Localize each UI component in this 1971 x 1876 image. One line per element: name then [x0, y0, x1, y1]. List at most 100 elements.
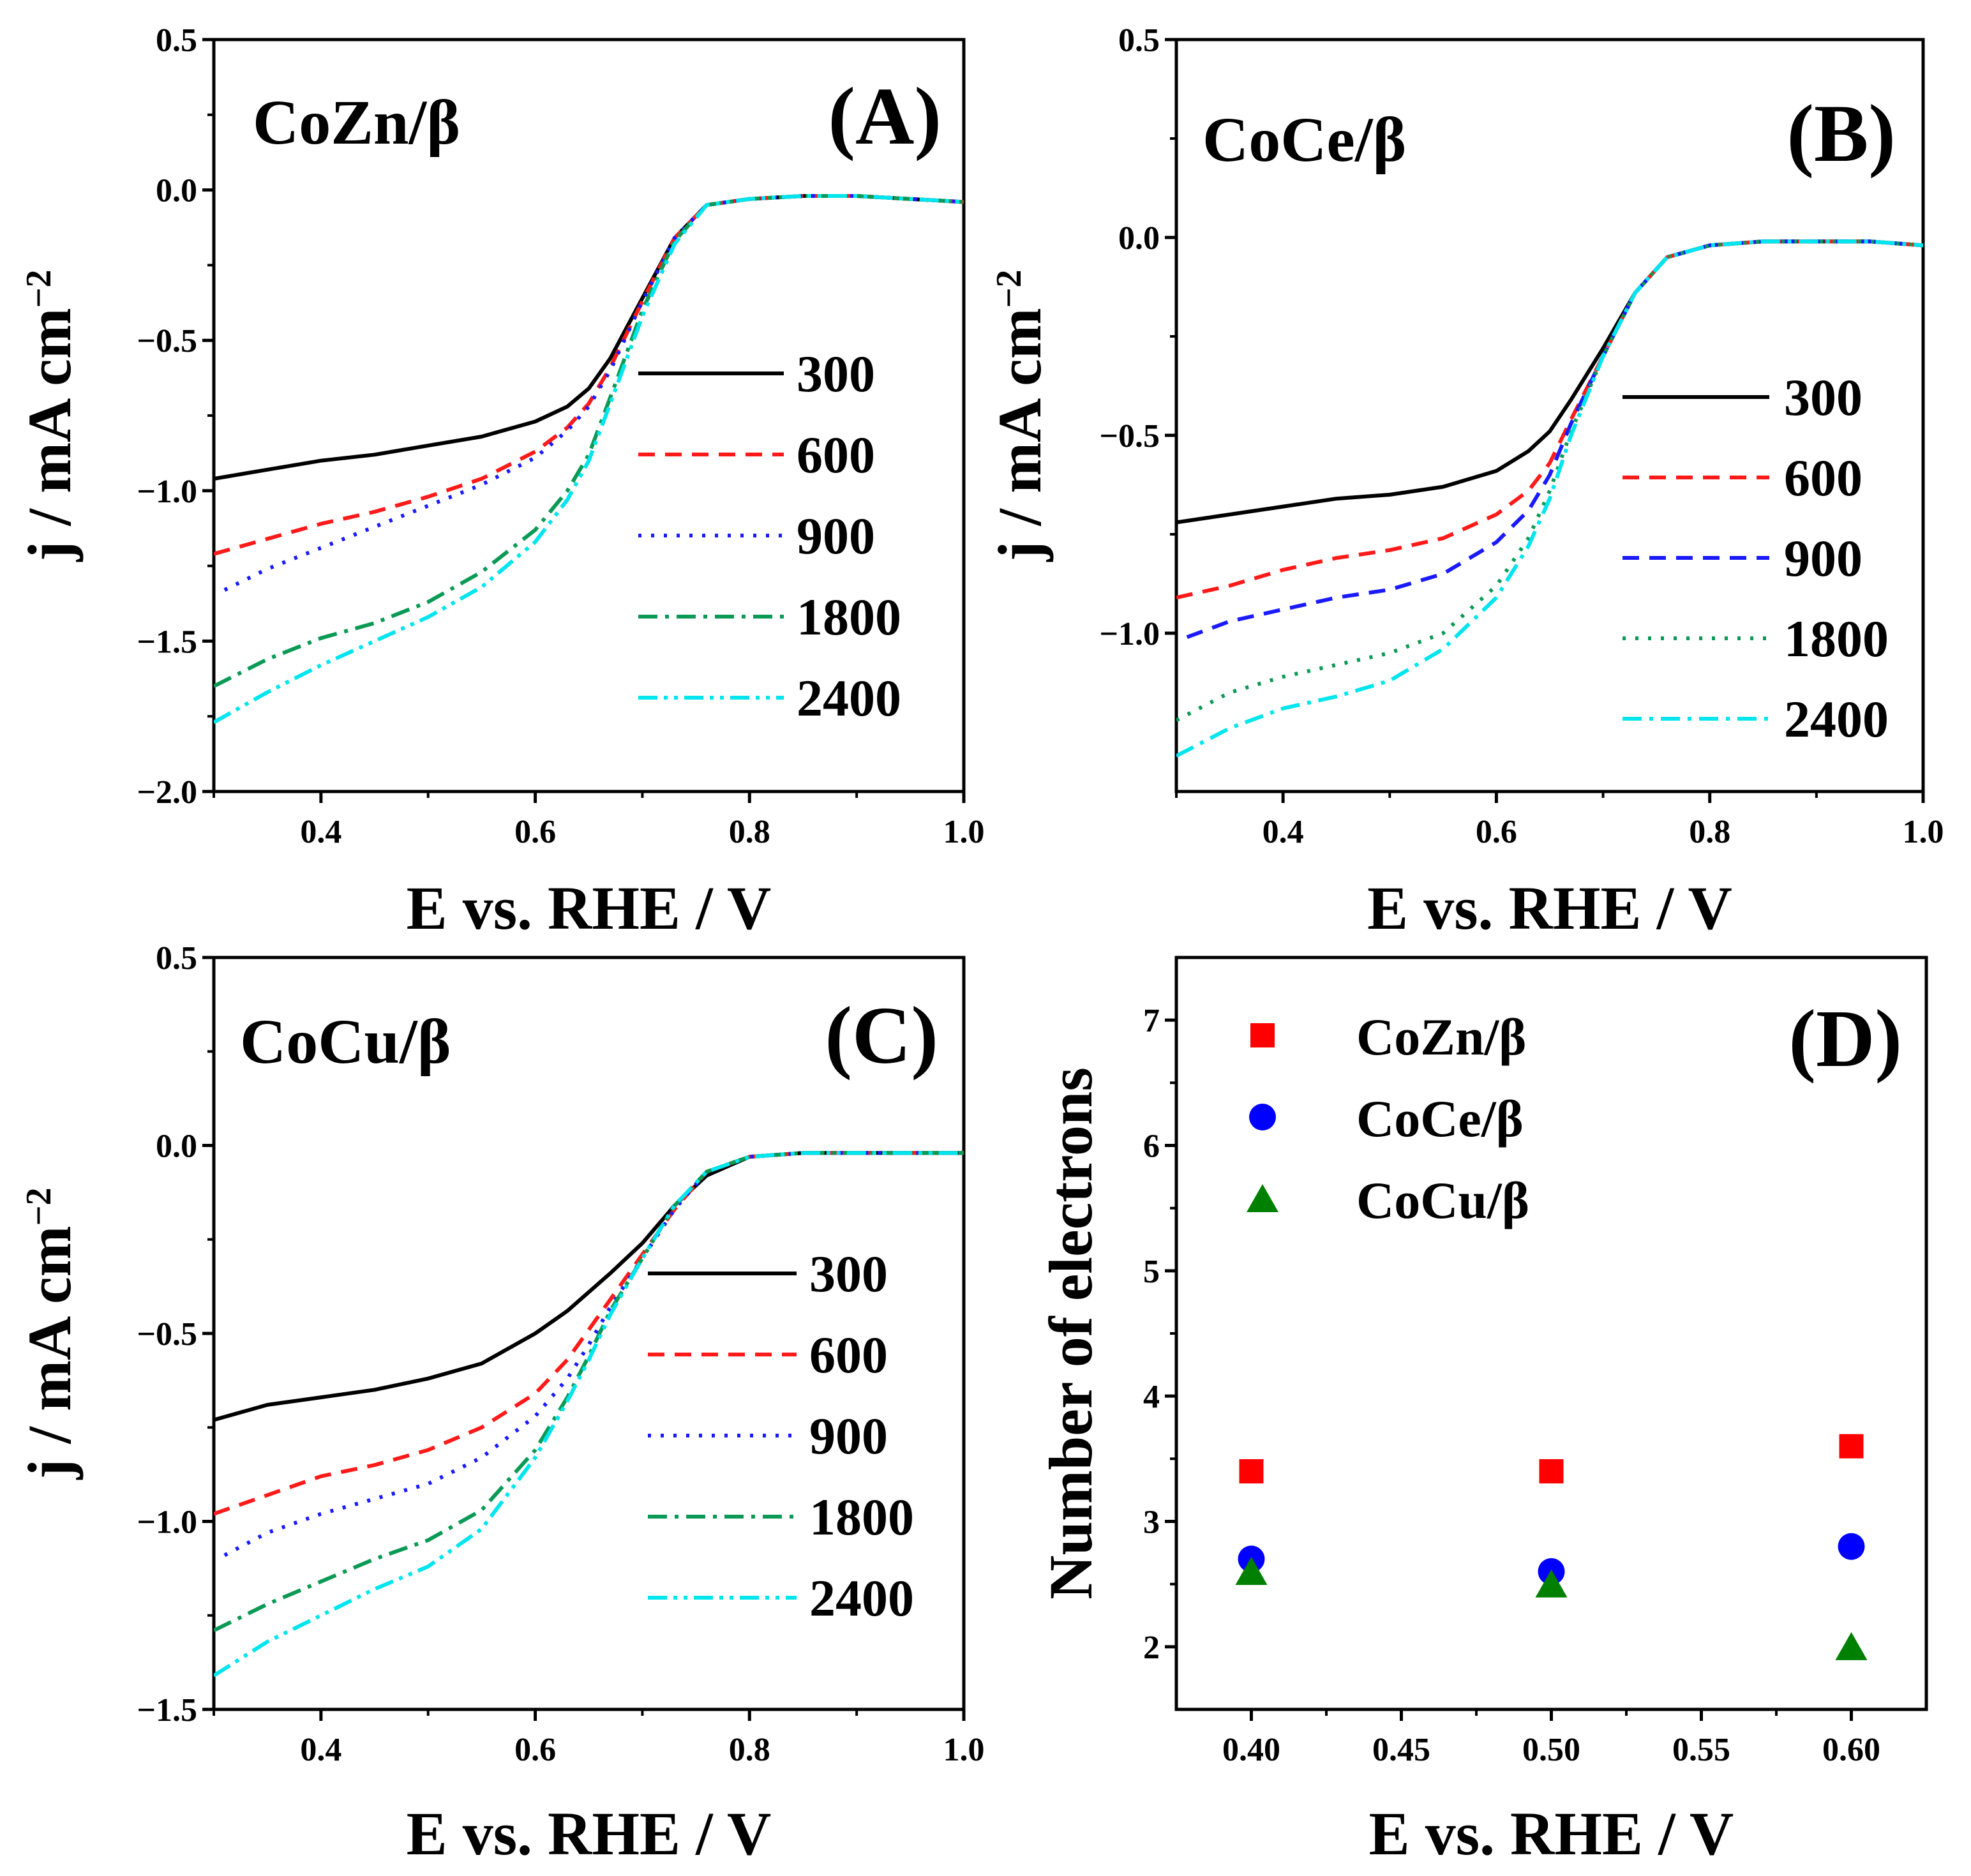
x-tick-label: 1.0	[943, 1732, 985, 1768]
panel-letter: (A)	[828, 71, 941, 161]
y-tick-label: 0.5	[1118, 22, 1160, 59]
y-axis-title: j / mA cm−2	[986, 269, 1054, 562]
y-axis-title-superscript: −2	[19, 1187, 59, 1226]
x-axis-title: E vs. RHE / V	[407, 1799, 772, 1868]
y-tick-label: −1.0	[137, 474, 197, 510]
x-tick-label: 0.60	[1822, 1732, 1880, 1768]
legend-label-1800: 1800	[1784, 610, 1889, 668]
series-line-900	[223, 194, 964, 592]
legend-label-CoZn/β: CoZn/β	[1356, 1008, 1527, 1066]
legend-label-300: 300	[1784, 368, 1862, 426]
legend-label-900: 900	[1784, 529, 1862, 587]
x-tick-label: 0.8	[729, 814, 770, 850]
legend-marker-CoCe/β	[1249, 1104, 1276, 1130]
legend-label-1800: 1800	[797, 588, 901, 646]
panel-letter: (B)	[1787, 88, 1896, 179]
legend-label-2400: 2400	[1784, 690, 1889, 748]
data-point-CoZn/β	[1839, 1434, 1864, 1459]
legend-marker-CoZn/β	[1250, 1023, 1275, 1047]
y-axis-title: Number of electrons	[1037, 1067, 1105, 1600]
y-axis-title: j / mA cm−2	[15, 1187, 84, 1480]
x-tick-label: 0.45	[1372, 1732, 1430, 1768]
sample-label: CoCe/β	[1203, 104, 1406, 175]
data-point-CoCu/β	[1835, 1632, 1868, 1660]
x-tick-label: 0.4	[1263, 814, 1304, 850]
series-group	[214, 194, 964, 724]
y-axis-title-superscript: −2	[19, 269, 59, 308]
chart-panel-3: 0.4 0.6 0.8 1.0 0.5 0.0 −0.5 −1.0 −1.5 E vs. RHE …	[15, 940, 985, 1868]
y-tick-label: −1.5	[137, 624, 197, 660]
legend-label-900: 900	[797, 507, 875, 565]
legend-label-CoCu/β: CoCu/β	[1356, 1171, 1529, 1229]
y-tick-label: 0.0	[156, 173, 197, 209]
x-tick-label: 0.6	[1476, 814, 1517, 850]
chart-panel-2: 0.4 0.6 0.8 1.0 0.5 0.0 −0.5 −1.0 E vs. RHE / V j…	[986, 22, 1944, 942]
series-line-2400	[214, 194, 964, 724]
series-line-2400	[1176, 239, 1923, 758]
data-point-CoZn/β	[1239, 1459, 1264, 1483]
legend-label-900: 900	[809, 1407, 888, 1465]
x-tick-label: 0.55	[1672, 1732, 1730, 1768]
legend-label-300: 300	[797, 345, 875, 403]
chart-panel-4: 0.40 0.45 0.50 0.55 0.60 2 3 4 5 6 7 E vs. RHE / V N…	[1037, 956, 1928, 1868]
legend-label-600: 600	[797, 426, 875, 484]
legend-label-300: 300	[809, 1245, 888, 1303]
x-tick-label: 0.6	[514, 814, 556, 850]
y-tick-label: 0.0	[156, 1129, 197, 1165]
series-group	[1176, 239, 1923, 758]
legend-label-1800: 1800	[809, 1488, 914, 1546]
plot-frame	[1174, 38, 1925, 793]
panel-letter: (C)	[825, 990, 938, 1081]
y-tick-label: 3	[1143, 1505, 1160, 1541]
x-axis-title: E vs. RHE / V	[1369, 1799, 1734, 1868]
y-axis-title: j / mA cm−2	[15, 269, 84, 562]
x-tick-label: 0.6	[514, 1732, 556, 1768]
series-group	[214, 1151, 964, 1677]
y-tick-label: 6	[1143, 1129, 1160, 1165]
y-tick-label: −1.5	[137, 1692, 197, 1729]
x-axis-title: E vs. RHE / V	[407, 874, 772, 942]
x-tick-label: 0.40	[1222, 1732, 1280, 1768]
x-axis-title: E vs. RHE / V	[1367, 874, 1732, 942]
x-tick-label: 0.50	[1522, 1732, 1580, 1768]
y-tick-label: 2	[1143, 1630, 1160, 1666]
x-tick-label: 1.0	[1903, 814, 1944, 850]
y-tick-label: 0.0	[1118, 220, 1160, 257]
series-line-1800	[214, 1151, 964, 1632]
series-line-900	[1186, 239, 1923, 640]
y-tick-label: 4	[1143, 1379, 1160, 1415]
y-tick-label: −0.5	[1099, 418, 1160, 454]
legend-label-600: 600	[809, 1326, 888, 1384]
y-tick-label: 0.5	[156, 22, 197, 59]
data-point-CoCu/β	[1535, 1569, 1568, 1598]
y-tick-label: 5	[1143, 1254, 1160, 1290]
legend-label-CoCe/β: CoCe/β	[1356, 1090, 1524, 1148]
series-line-1800	[214, 194, 964, 688]
x-tick-label: 0.4	[300, 814, 341, 850]
legend-label-600: 600	[1784, 449, 1862, 507]
sample-label: CoCu/β	[240, 1006, 451, 1077]
x-tick-label: 0.8	[1689, 814, 1730, 850]
x-tick-label: 0.8	[729, 1732, 770, 1768]
panel-letter: (D)	[1788, 993, 1902, 1084]
y-tick-label: 0.5	[156, 940, 197, 977]
y-axis-title-superscript: −2	[989, 269, 1029, 308]
y-tick-label: −1.0	[1099, 616, 1160, 652]
series-line-2400	[214, 1151, 964, 1677]
y-tick-label: −1.0	[137, 1505, 197, 1541]
y-tick-label: 7	[1143, 1003, 1160, 1039]
legend-label-2400: 2400	[797, 669, 901, 727]
legend-marker-CoCu/β	[1247, 1184, 1278, 1212]
data-point-CoZn/β	[1539, 1459, 1564, 1483]
y-tick-label: −2.0	[137, 774, 197, 811]
legend-label-2400: 2400	[809, 1569, 914, 1627]
chart-panel-1: 0.4 0.6 0.8 1.0 0.5 0.0 −0.5 −1.0 −1.5 −2.0 E vs. …	[15, 22, 985, 942]
data-point-CoCe/β	[1838, 1533, 1865, 1560]
y-tick-label: −0.5	[137, 323, 197, 359]
x-tick-label: 1.0	[943, 814, 985, 850]
x-tick-label: 0.4	[300, 1732, 341, 1768]
y-tick-label: −0.5	[137, 1316, 197, 1353]
sample-label: CoZn/β	[253, 87, 460, 158]
data-point-CoCu/β	[1235, 1557, 1268, 1586]
